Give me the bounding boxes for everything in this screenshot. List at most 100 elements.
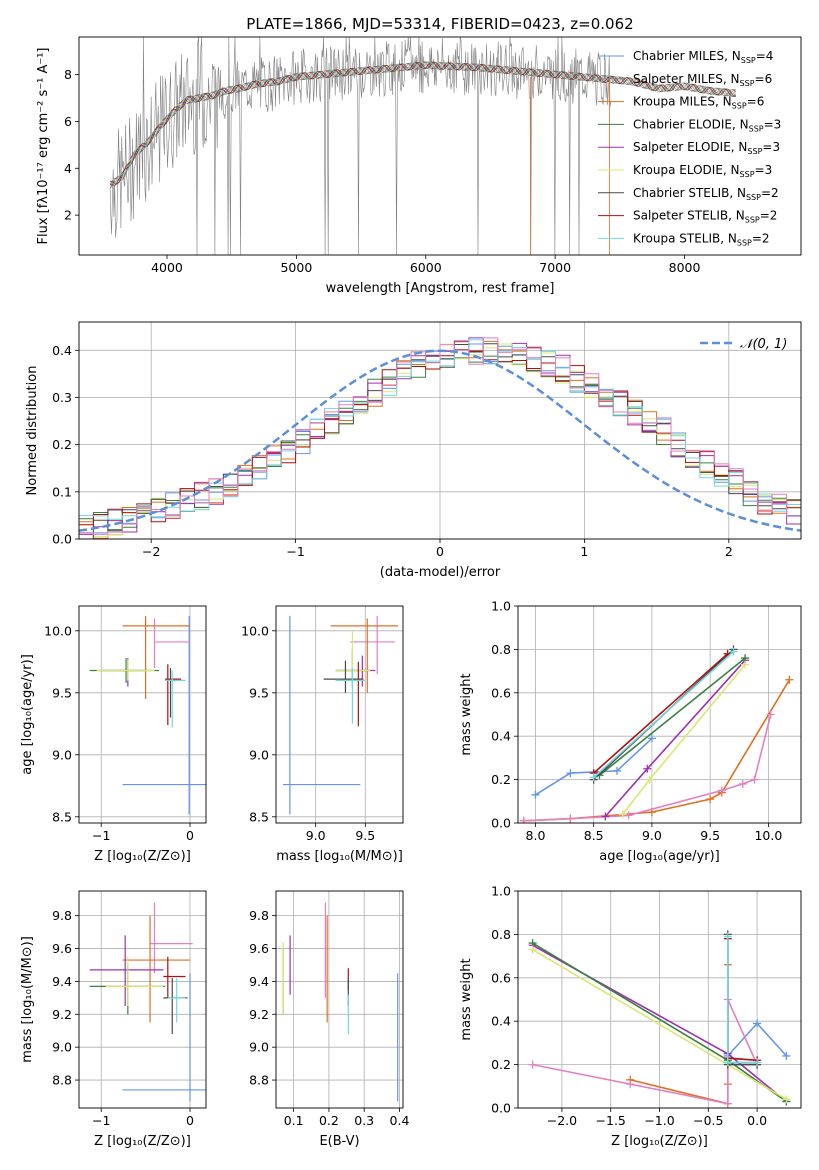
y-tick-label: 9.0 xyxy=(52,747,72,762)
weight-line xyxy=(727,938,758,1062)
y-tick-label: 0.8 xyxy=(491,927,511,942)
weight-marker xyxy=(643,764,652,773)
x-tick-label: 4000 xyxy=(151,260,183,275)
y-tick-label: 6 xyxy=(64,114,72,129)
x-tick-label: 5000 xyxy=(280,260,312,275)
y-tick-label: 9.2 xyxy=(249,1007,269,1022)
weight-series xyxy=(528,995,762,1108)
weight-line xyxy=(598,657,746,776)
chart-age-vs-Z: −1 0 8.5 9.0 9.5 10.0 Z [log₁₀(Z/Z⊙)] age [log₁… xyxy=(20,605,207,864)
legend-entry: Kroupa ELODIE, NSSP=3 xyxy=(633,163,772,179)
y-tick-label: 0.2 xyxy=(491,1057,511,1072)
weight-marker xyxy=(785,675,794,684)
weight-line xyxy=(523,679,791,822)
weight-marker xyxy=(723,932,732,941)
y-tick-label: 0.4 xyxy=(491,1014,511,1029)
axes-frame xyxy=(275,605,404,824)
y-tick-label: 9.6 xyxy=(52,941,72,956)
weight-marker xyxy=(647,734,656,743)
y-tick-label: 10.0 xyxy=(241,623,269,638)
legend-entry: Salpeter STELIB, NSSP=2 xyxy=(633,209,777,225)
model-spectrum-line xyxy=(109,61,737,186)
legend-entry: 𝒩(0, 1) xyxy=(740,337,787,352)
weight-marker xyxy=(782,1095,791,1104)
legend-entry: Kroupa MILES, NSSP=6 xyxy=(633,95,764,111)
weight-line xyxy=(622,664,746,815)
x-tick-label: 9.5 xyxy=(355,828,375,843)
weight-marker xyxy=(782,1051,791,1060)
x-axis-label: age [log₁₀(age/yr)] xyxy=(599,849,720,864)
weight-series xyxy=(618,660,750,819)
y-tick-label: 0.6 xyxy=(491,685,511,700)
weight-line xyxy=(727,934,758,1066)
weight-marker xyxy=(528,945,537,954)
x-tick-label: −1.5 xyxy=(596,1113,626,1128)
y-tick-label: 4 xyxy=(64,161,72,176)
error-bar-point xyxy=(122,973,206,1102)
plot-area-age-vs-Z xyxy=(89,615,206,815)
plot-area-age-vs-mass xyxy=(282,615,399,815)
y-tick-label: 0.6 xyxy=(491,970,511,985)
chart-weight-vs-Z: −2.0 −1.5 −1.0 −0.5 0.0 0.0 0.2 0.4 0.6 0.8 1.0 Z [… xyxy=(459,884,802,1149)
x-tick-label: 0.3 xyxy=(354,1113,374,1128)
y-tick-label: 9.8 xyxy=(52,908,72,923)
x-tick-label: 0.0 xyxy=(747,1113,767,1128)
y-tick-label: 0.8 xyxy=(491,642,511,657)
axes-frame xyxy=(78,890,207,1109)
y-tick-label: 9.0 xyxy=(249,1040,269,1055)
x-tick-label: 1 xyxy=(580,544,588,559)
weight-line xyxy=(593,653,729,774)
y-tick-label: 10.0 xyxy=(44,623,72,638)
weight-marker xyxy=(601,812,610,821)
chart-weight-vs-age: 8.0 8.5 9.0 9.5 10.0 0.0 0.2 0.4 0.6 0.8 1.0 age [l… xyxy=(459,599,802,864)
x-tick-label: 8000 xyxy=(669,260,701,275)
model-spectrum-line xyxy=(109,61,736,189)
x-tick-label: 0 xyxy=(186,1113,194,1128)
y-tick-label: 9.8 xyxy=(249,908,269,923)
axes-frame xyxy=(517,605,802,824)
chart-residuals: −2 −1 0 1 2 0.0 0.1 0.2 0.3 0.4 (data-model)/error… xyxy=(25,321,802,580)
x-tick-label: −0.5 xyxy=(693,1113,723,1128)
weight-marker xyxy=(589,773,598,782)
y-tick-label: 1.0 xyxy=(491,884,511,899)
x-tick-label: 9.5 xyxy=(700,828,720,843)
weight-marker xyxy=(723,1099,732,1108)
error-bar-point xyxy=(165,670,186,728)
x-tick-label: 9.0 xyxy=(306,828,326,843)
y-tick-label: 0.0 xyxy=(491,816,511,831)
x-axis-label: Z [log₁₀(Z/Z⊙)] xyxy=(611,1134,708,1149)
error-bar-point xyxy=(282,615,361,815)
weight-series xyxy=(626,960,732,1108)
chart-mass-vs-Z: −1 0 8.8 9.0 9.2 9.4 9.6 9.8 Z [log₁₀(Z/Z⊙)] mass… xyxy=(20,890,207,1149)
plot-area-residuals xyxy=(79,337,801,539)
weight-series xyxy=(723,1019,791,1060)
weight-marker xyxy=(566,769,575,778)
axes-frame xyxy=(78,36,802,256)
y-tick-label: 0.0 xyxy=(491,1101,511,1116)
weight-marker xyxy=(612,766,621,775)
y-tick-label: 9.0 xyxy=(249,747,269,762)
x-axis-label: Z [log₁₀(Z/Z⊙)] xyxy=(94,1134,191,1149)
y-tick-label: 0.2 xyxy=(52,437,72,452)
weight-marker xyxy=(531,790,540,799)
error-bar-point xyxy=(323,660,361,693)
y-tick-label: 8.8 xyxy=(249,1073,269,1088)
error-bar-point xyxy=(150,902,193,974)
weight-marker xyxy=(750,775,759,784)
weight-marker xyxy=(706,795,715,804)
y-tick-label: 0.3 xyxy=(52,390,72,405)
error-bar-point xyxy=(89,935,164,1007)
plot-area-mass-vs-Z xyxy=(89,902,206,1102)
y-tick-label: 8.5 xyxy=(249,809,269,824)
legend-entry: Salpeter ELODIE, NSSP=3 xyxy=(633,140,780,156)
weight-series xyxy=(723,932,762,1067)
y-tick-label: 0.1 xyxy=(52,484,72,499)
error-bar-point xyxy=(163,956,186,998)
chart-mass-vs-EBV: 0.1 0.2 0.3 0.4 8.8 9.0 9.2 9.4 9.6 9.8 E(B-V) xyxy=(249,890,409,1149)
plot-area-weight-vs-Z xyxy=(528,930,791,1108)
x-tick-label: −1 xyxy=(92,1113,110,1128)
error-bar-point xyxy=(350,615,396,675)
y-axis-label: Normed distribution xyxy=(25,366,40,496)
weight-series xyxy=(601,656,750,821)
weight-marker xyxy=(626,1080,635,1089)
